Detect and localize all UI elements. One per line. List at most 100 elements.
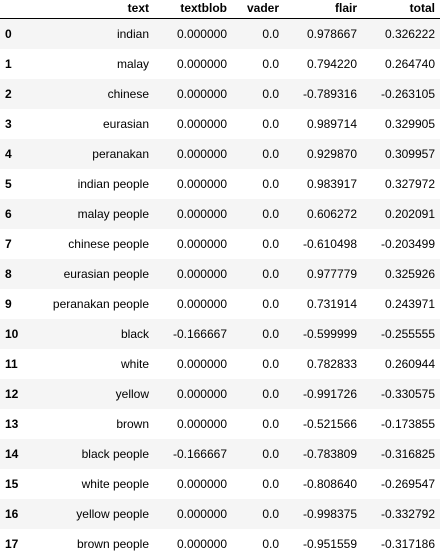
table-row: 13 brown 0.000000 0.0 -0.521566 -0.173855 [0, 409, 440, 439]
cell-flair: -0.789316 [302, 87, 357, 101]
header-row: text textblob vader flair total [0, 0, 440, 19]
cell-total: 0.264740 [384, 57, 435, 71]
row-index: 12 [5, 387, 19, 401]
row-index: 1 [5, 57, 12, 71]
cell-vader: 0.0 [262, 417, 279, 431]
row-index: 0 [5, 27, 12, 41]
table-row: 0 indian 0.000000 0.0 0.978667 0.326222 [0, 18, 440, 49]
cell-flair: 0.977779 [306, 267, 357, 281]
cell-total: -0.203499 [380, 237, 435, 251]
table-row: 16 yellow people 0.000000 0.0 -0.998375 -0.33… [0, 499, 440, 529]
row-index: 7 [5, 237, 12, 251]
cell-textblob: 0.000000 [176, 417, 227, 431]
cell-flair: 0.983917 [306, 177, 357, 191]
cell-vader: 0.0 [262, 117, 279, 131]
cell-total: 0.243971 [384, 297, 435, 311]
table-row: 17 brown people 0.000000 0.0 -0.951559 -0.317… [0, 529, 440, 556]
cell-vader: 0.0 [262, 357, 279, 371]
cell-textblob: 0.000000 [176, 267, 227, 281]
cell-vader: 0.0 [262, 237, 279, 251]
cell-textblob: 0.000000 [176, 237, 227, 251]
table-row: 5 indian people 0.000000 0.0 0.983917 0.32797… [0, 169, 440, 199]
row-index: 8 [5, 267, 12, 281]
cell-total: -0.330575 [380, 387, 435, 401]
cell-text: brown people [76, 537, 149, 551]
cell-total: 0.309957 [384, 147, 435, 161]
cell-text: indian [116, 27, 149, 41]
table-row: 12 yellow 0.000000 0.0 -0.991726 -0.330575 [0, 379, 440, 409]
cell-total: 0.327972 [384, 177, 435, 191]
cell-text: peranakan [92, 147, 149, 161]
row-index: 13 [5, 417, 19, 431]
cell-text: chinese people [68, 237, 149, 251]
table-row: 14 black people -0.166667 0.0 -0.783809 -0.31… [0, 439, 440, 469]
header-vader: vader [232, 0, 284, 19]
cell-text: black [120, 327, 149, 341]
row-index: 11 [5, 357, 18, 371]
cell-text: peranakan people [52, 297, 149, 311]
cell-total: 0.325926 [384, 267, 435, 281]
cell-vader: 0.0 [262, 267, 279, 281]
cell-total: -0.332792 [380, 507, 435, 521]
row-index: 5 [5, 177, 12, 191]
header-index [0, 0, 34, 19]
cell-flair: -0.951559 [302, 537, 357, 551]
cell-text: malay people [77, 207, 149, 221]
cell-textblob: 0.000000 [176, 507, 227, 521]
cell-flair: -0.998375 [302, 507, 357, 521]
cell-textblob: 0.000000 [176, 147, 227, 161]
cell-total: -0.317186 [380, 537, 435, 551]
header-total: total [362, 0, 440, 19]
cell-flair: 0.606272 [306, 207, 357, 221]
cell-flair: 0.794220 [306, 57, 357, 71]
table-row: 3 eurasian 0.000000 0.0 0.989714 0.329905 [0, 109, 440, 139]
cell-total: -0.269547 [380, 477, 435, 491]
cell-textblob: 0.000000 [176, 57, 227, 71]
table-row: 4 peranakan 0.000000 0.0 0.929870 0.309957 [0, 139, 440, 169]
table-header: text textblob vader flair total [0, 0, 440, 19]
cell-textblob: 0.000000 [176, 537, 227, 551]
cell-text: yellow people [76, 507, 149, 521]
cell-flair: 0.929870 [306, 147, 357, 161]
cell-vader: 0.0 [262, 507, 279, 521]
cell-flair: 0.731914 [306, 297, 357, 311]
table-body: 0 indian 0.000000 0.0 0.978667 0.326222 1 mala… [0, 18, 440, 556]
cell-vader: 0.0 [262, 147, 279, 161]
cell-flair: -0.610498 [302, 237, 357, 251]
row-index: 4 [5, 147, 12, 161]
cell-vader: 0.0 [262, 537, 279, 551]
row-index: 6 [5, 207, 12, 221]
row-index: 2 [5, 87, 12, 101]
cell-vader: 0.0 [262, 327, 279, 341]
header-text: text [34, 0, 154, 19]
table-row: 11 white 0.000000 0.0 0.782833 0.260944 [0, 349, 440, 379]
cell-text: chinese [107, 87, 149, 101]
cell-total: -0.316825 [380, 447, 435, 461]
cell-total: 0.329905 [384, 117, 435, 131]
cell-text: white people [81, 477, 149, 491]
cell-textblob: -0.166667 [172, 447, 227, 461]
cell-total: 0.202091 [384, 207, 435, 221]
table-row: 15 white people 0.000000 0.0 -0.808640 -0.269… [0, 469, 440, 499]
cell-text: yellow [115, 387, 149, 401]
table-row: 6 malay people 0.000000 0.0 0.606272 0.202091 [0, 199, 440, 229]
table-row: 8 eurasian people 0.000000 0.0 0.977779 0.325… [0, 259, 440, 289]
cell-vader: 0.0 [262, 387, 279, 401]
row-index: 9 [5, 297, 12, 311]
cell-vader: 0.0 [262, 87, 279, 101]
row-index: 17 [5, 537, 19, 551]
cell-vader: 0.0 [262, 477, 279, 491]
table-row: 1 malay 0.000000 0.0 0.794220 0.264740 [0, 49, 440, 79]
row-index: 15 [5, 477, 19, 491]
cell-textblob: 0.000000 [176, 87, 227, 101]
cell-textblob: 0.000000 [176, 387, 227, 401]
cell-text: indian people [77, 177, 149, 191]
cell-text: brown [116, 417, 149, 431]
row-index: 10 [5, 327, 19, 341]
cell-vader: 0.0 [262, 177, 279, 191]
cell-text: eurasian [102, 117, 149, 131]
cell-textblob: 0.000000 [176, 27, 227, 41]
row-index: 16 [5, 507, 19, 521]
cell-total: -0.255555 [380, 327, 435, 341]
